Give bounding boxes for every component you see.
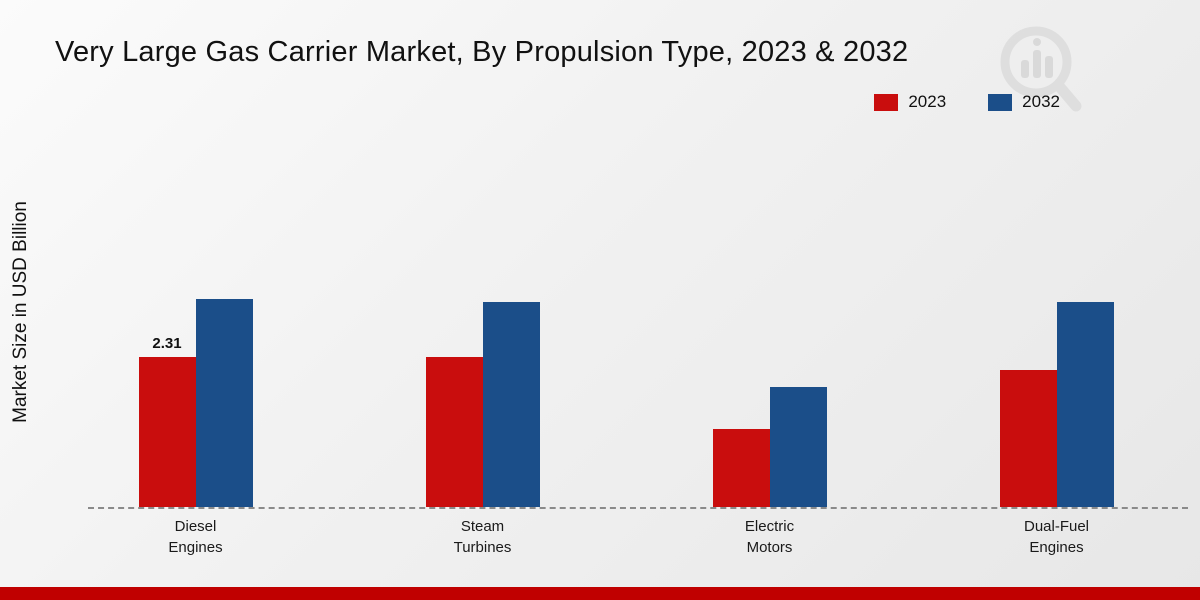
bar-2023 (712, 429, 770, 507)
category-label: Electric Motors (744, 518, 795, 556)
bar-pair: 2.31 (138, 299, 253, 507)
footer-accent-bar (0, 587, 1200, 600)
category-label: Diesel Engines (168, 518, 223, 556)
bar-2023 (999, 370, 1057, 507)
category-label: Steam Turbines (453, 518, 512, 556)
legend-label-2032: 2032 (1022, 92, 1060, 111)
bar-2032 (1056, 302, 1114, 507)
bar-group: 2.31 Diesel Engines (52, 140, 339, 556)
bar-2032 (195, 299, 253, 507)
bar-groups: 2.31 Diesel Engines Steam Turbines Electric… (52, 140, 1200, 556)
legend: 2023 2032 (874, 92, 1060, 112)
watermark-logo-icon (988, 20, 1088, 125)
legend-item-2032: 2032 (988, 92, 1060, 112)
bar-pair (712, 387, 827, 507)
x-axis-baseline (88, 507, 1188, 509)
bar-group: Steam Turbines (339, 140, 626, 556)
bar-group: Dual-Fuel Engines (913, 140, 1200, 556)
legend-swatch-2023 (874, 93, 899, 111)
legend-swatch-2032 (988, 93, 1013, 111)
legend-label-2023: 2023 (908, 92, 947, 111)
bar-group: Electric Motors (626, 140, 913, 556)
bar-2023 (425, 357, 483, 507)
legend-item-2023: 2023 (874, 92, 946, 112)
bar-pair (425, 302, 540, 507)
bar-pair (999, 302, 1114, 507)
chart-title: Very Large Gas Carrier Market, By Propul… (55, 36, 909, 68)
category-label: Dual-Fuel Engines (1023, 518, 1090, 556)
bar-2032 (769, 387, 827, 507)
bar-2023: 2.31 (138, 335, 196, 507)
bar-2032 (482, 302, 540, 507)
data-label: 2.31 (152, 335, 182, 352)
y-axis-label: Market Size in USD Billion (10, 201, 31, 423)
